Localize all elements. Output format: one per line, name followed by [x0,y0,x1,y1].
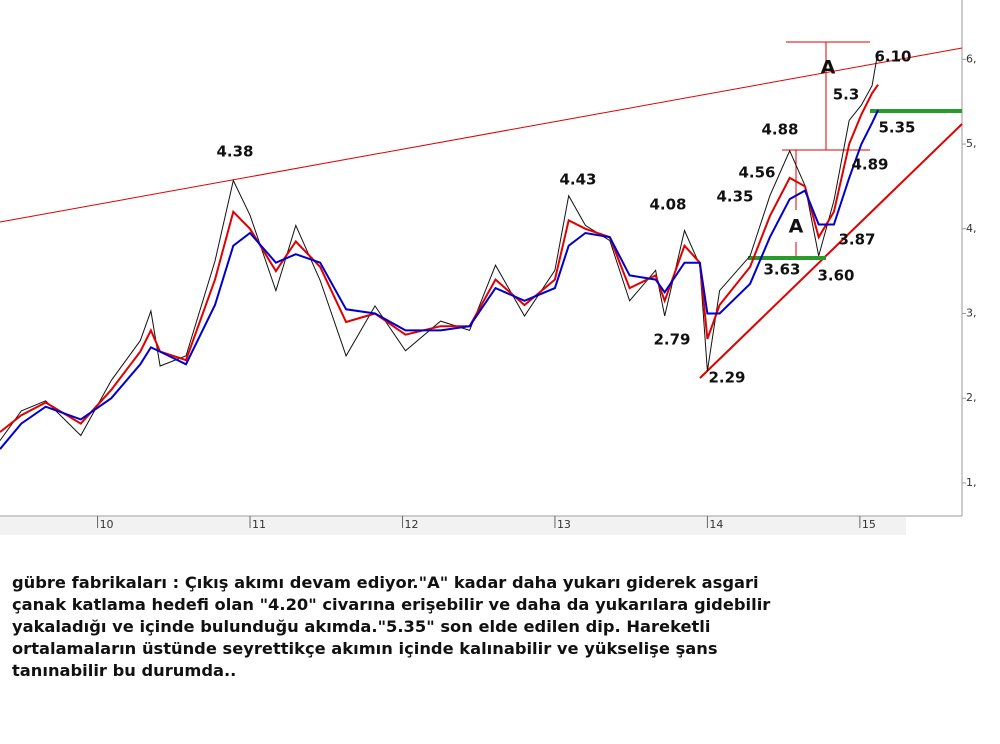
annotation: 4.88 [761,121,798,139]
annotation: 2.79 [653,331,690,349]
y-tick-label: 1, [966,476,977,489]
caption: gübre fabrikaları : Çıkış akımı devam ed… [12,572,770,682]
y-tick-label: 3, [966,306,977,319]
series-line [0,50,879,441]
x-tick-label: 11 [252,518,266,531]
series-line [0,84,879,433]
caption-line: tanınabilir bu durumda.. [12,661,237,680]
annotation: A [789,216,804,238]
annotation: 2.29 [708,369,745,387]
annotation: 3.87 [838,231,875,249]
annotation: 5.3 [833,86,860,104]
caption-line: yakaladığı ve içinde bulunduğu akımda."5… [12,617,711,636]
y-tick-label: 4, [966,222,977,235]
y-tick-label: 5, [966,137,977,150]
annotation: 5.35 [878,119,915,137]
x-tick-label: 13 [557,518,571,531]
trend-line [699,123,963,379]
chart: 1, 2, 3, 4, 5, 6, 10 11 12 13 14 15 4.38 4.43 4.08 2.79… [0,0,977,535]
annotation: 3.60 [817,267,854,285]
x-tick-label: 15 [862,518,876,531]
annotation: 4.56 [738,164,775,182]
series-line [0,109,880,450]
x-tick-label: 10 [100,518,114,531]
y-tick-label: 6, [966,52,977,65]
annotation: 4.89 [851,156,888,174]
annotation: 3.63 [763,261,800,279]
y-tick-label: 2, [966,391,977,404]
caption-line: gübre fabrikaları : Çıkış akımı devam ed… [12,573,759,592]
caption-line: ortalamaların üstünde seyrettikçe akımın… [12,639,718,658]
x-axis-band [0,517,906,535]
annotation: 4.08 [649,196,686,214]
x-tick-label: 12 [404,518,418,531]
x-tick-label: 14 [709,518,723,531]
annotation: A [821,57,836,79]
annotation: 4.38 [216,143,253,161]
plot [0,50,880,450]
annotation: 4.35 [716,188,753,206]
caption-line: çanak katlama hedefi olan "4.20" civarın… [12,595,771,614]
trend-line [0,47,963,223]
annotation: 4.43 [559,171,596,189]
annotation: 6.10 [874,48,911,66]
